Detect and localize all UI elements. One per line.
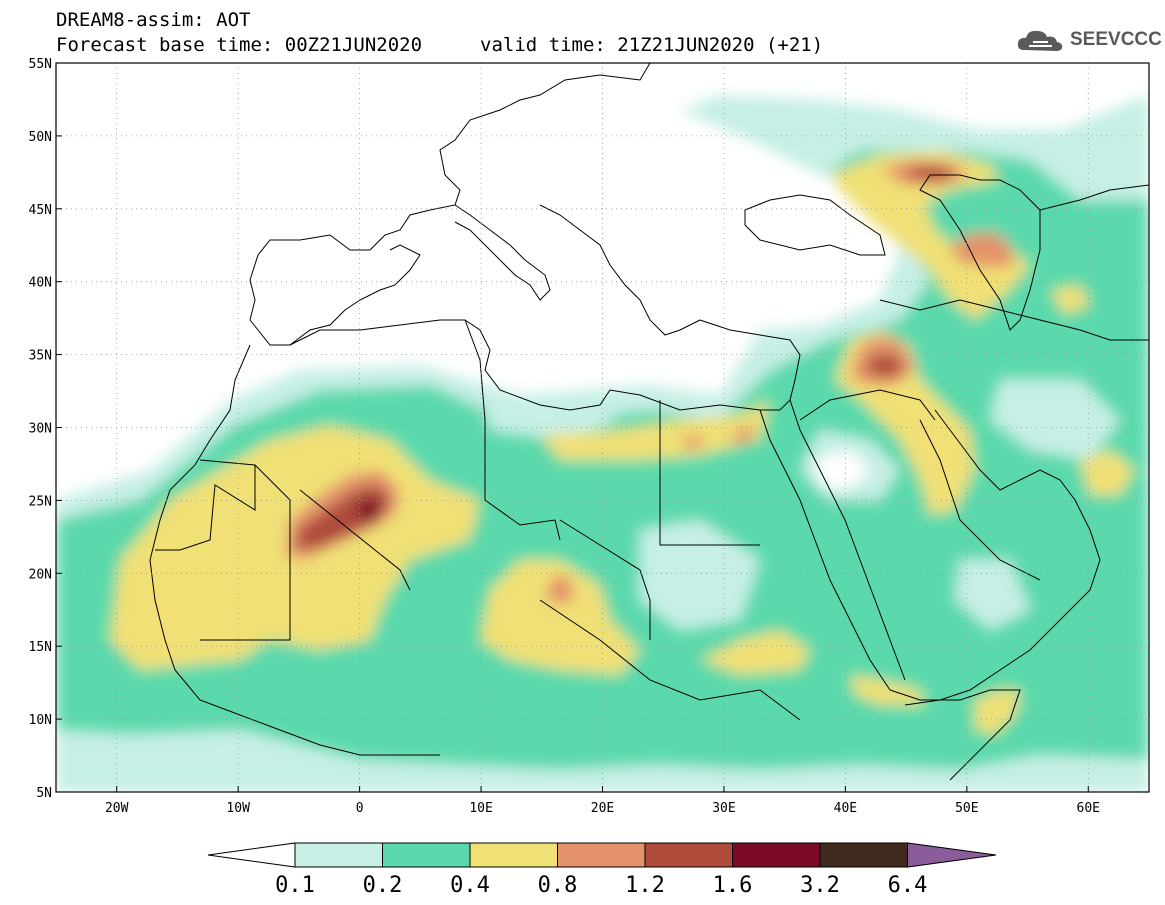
graticule [56, 63, 1149, 792]
lat-label: 15N [29, 640, 52, 655]
lon-label: 20E [591, 801, 614, 816]
logo-text: SEEVCCC [1070, 29, 1162, 50]
lon-label: 30E [712, 801, 735, 816]
colorbar-labels: 0.1 0.2 0.4 0.8 1.2 1.6 3.2 6.4 [275, 873, 927, 898]
lat-label: 55N [29, 57, 52, 72]
base-time: Forecast base time: 00Z21JUN2020 [56, 34, 423, 56]
lat-label: 20N [29, 567, 52, 582]
lon-label: 0 [356, 801, 364, 816]
axis-ticks [56, 62, 1089, 793]
cloud-icon [1017, 30, 1063, 51]
colorbar-level-label: 3.2 [800, 873, 840, 898]
lon-label: 50E [955, 801, 978, 816]
lat-label: 40N [29, 276, 52, 291]
colorbar-level-label: 0.4 [450, 873, 490, 898]
colorbar-level-label: 0.8 [538, 873, 578, 898]
colorbar-swatch [819, 842, 908, 868]
lat-label: 50N [29, 130, 52, 145]
lon-label: 20W [105, 801, 129, 816]
coastlines [149, 63, 1149, 781]
colorbar-swatch [294, 842, 383, 868]
colorbar-swatch [382, 842, 471, 868]
colorbar-over-triangle [907, 842, 997, 868]
colorbar-level-label: 1.6 [713, 873, 753, 898]
colorbar-under-triangle [207, 842, 296, 868]
lat-labels: 55N 50N 45N 40N 35N 30N 25N 20N 15N 10N 5N [29, 57, 52, 801]
lon-label: 10E [469, 801, 492, 816]
colorbar-level-label: 1.2 [625, 873, 665, 898]
seevccc-logo: SEEVCCC [1016, 26, 1162, 54]
valid-time: valid time: 21Z21JUN2020 (+21) [480, 34, 824, 56]
lat-label: 35N [29, 349, 52, 364]
lon-label: 40E [834, 801, 857, 816]
lon-label: 10W [226, 801, 250, 816]
lat-label: 45N [29, 203, 52, 218]
colorbar-level-label: 0.1 [275, 873, 315, 898]
colorbar-swatch [732, 842, 821, 868]
colorbar-level-label: 0.2 [363, 873, 403, 898]
map-title: DREAM8-assim: AOT [56, 9, 251, 31]
lon-label: 60E [1077, 801, 1100, 816]
colorbar-level-label: 6.4 [888, 873, 928, 898]
aot-shading [56, 63, 1149, 792]
colorbar [207, 842, 997, 868]
colorbar-swatch [644, 842, 733, 868]
colorbar-swatch [469, 842, 558, 868]
lat-label: 25N [29, 494, 52, 509]
forecast-times: Forecast base time: 00Z21JUN2020 valid ti… [56, 34, 823, 56]
lat-label: 30N [29, 422, 52, 437]
colorbar-swatch [557, 842, 646, 868]
lon-labels: 20W 10W 0 10E 20E 30E 40E 50E 60E [105, 801, 1100, 816]
lat-label: 5N [36, 786, 52, 801]
lat-label: 10N [29, 713, 52, 728]
